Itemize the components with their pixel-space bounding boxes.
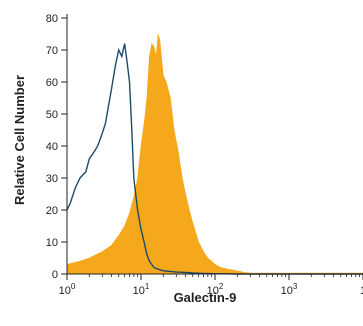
- y-tick-label: 30: [46, 173, 58, 185]
- y-tick-label: 80: [46, 13, 58, 25]
- axes: 0 10 20 30 40 50 60 70 80 100 101 102 103 1: [46, 13, 363, 297]
- y-tick-label: 10: [46, 237, 58, 249]
- x-tick-label: 102: [207, 282, 224, 297]
- x-axis-title: Galectin-9: [174, 290, 237, 305]
- plot-area: [66, 33, 363, 275]
- y-tick-label: 0: [52, 269, 58, 281]
- x-tick-label: 1: [360, 285, 363, 297]
- filled-histogram-0: [66, 33, 363, 275]
- y-tick-label: 40: [46, 141, 58, 153]
- y-axis-title: Relative Cell Number: [12, 75, 27, 205]
- y-tick-label: 60: [46, 77, 58, 89]
- x-tick-label: 100: [59, 282, 76, 297]
- y-tick-label: 70: [46, 45, 58, 57]
- x-tick-label: 103: [281, 282, 298, 297]
- outline-histogram-1: [66, 43, 363, 275]
- y-tick-label: 20: [46, 205, 58, 217]
- y-tick-label: 50: [46, 109, 58, 121]
- x-tick-label: 101: [133, 282, 150, 297]
